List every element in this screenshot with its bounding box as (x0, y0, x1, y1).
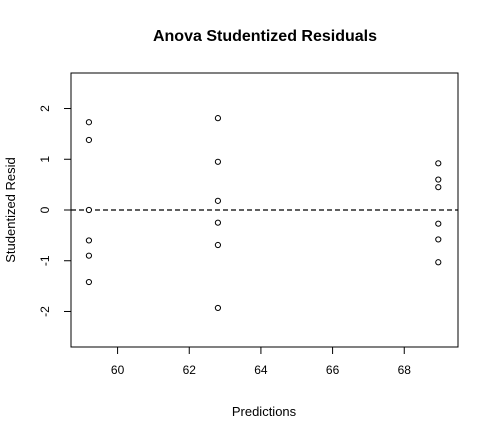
x-tick-label: 68 (398, 363, 412, 377)
data-point (85, 206, 93, 214)
chart-title: Anova Studentized Residuals (153, 28, 377, 45)
y-tick-label: 2 (38, 105, 52, 112)
data-point (435, 176, 442, 183)
data-point (435, 259, 442, 266)
y-axis-label: Studentized Resid (3, 157, 18, 263)
data-point (214, 219, 222, 226)
x-axis-label: Predictions (232, 404, 297, 419)
data-point (214, 158, 222, 165)
y-tick-label: 0 (38, 206, 52, 213)
x-tick-label: 66 (326, 363, 340, 377)
data-point (214, 115, 222, 122)
data-point (85, 252, 93, 259)
data-point (85, 278, 93, 286)
data-point (435, 220, 442, 227)
y-tick-label: -1 (38, 255, 52, 266)
x-tick-label: 62 (183, 363, 197, 377)
data-point (214, 197, 222, 204)
data-point (435, 236, 442, 243)
x-tick-label: 60 (111, 363, 125, 377)
x-tick-label: 64 (254, 363, 268, 377)
y-tick-label: -2 (38, 306, 52, 317)
data-point (85, 119, 93, 126)
data-point (214, 304, 222, 312)
data-point (85, 237, 93, 244)
data-point (435, 160, 442, 167)
data-point (214, 241, 222, 249)
plot-area: 60 62 64 66 68 -2 -1 0 1 2 (38, 72, 459, 377)
data-point (85, 136, 93, 144)
data-point (435, 184, 442, 191)
y-tick-label: 1 (38, 156, 52, 163)
